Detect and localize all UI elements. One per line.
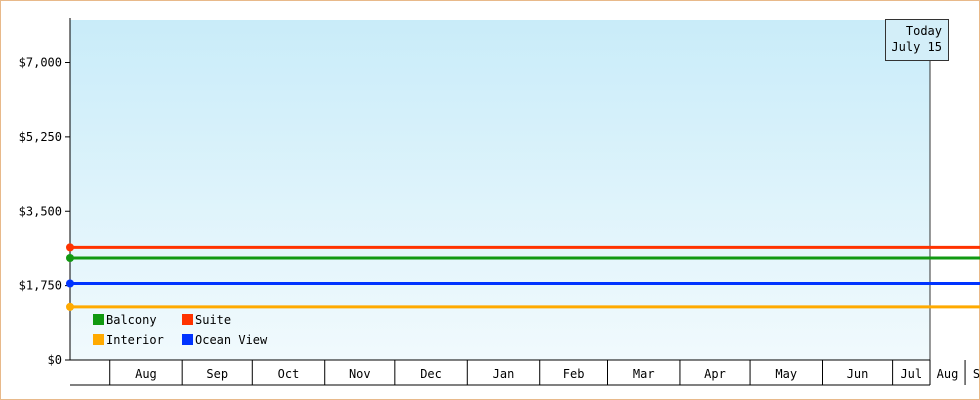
y-tick-label: $3,500 [19,204,62,218]
legend-swatch [93,334,104,345]
y-tick-label: $7,000 [19,56,62,70]
today-marker: Today July 15 [885,19,949,61]
legend-label: Balcony [106,313,157,327]
month-label: Oct [278,367,300,381]
series-point [66,254,74,262]
month-label: Dec [420,367,442,381]
y-tick-label: $1,750 [19,279,62,293]
legend-label: Suite [195,313,231,327]
y-tick-label: $0 [48,353,62,367]
month-label: Nov [349,367,371,381]
series-point [66,302,74,311]
month-label: Sep [973,367,980,381]
month-label: Apr [704,367,726,381]
month-label: Sep [206,367,228,381]
today-date: July 15 [891,40,942,54]
today-label: Today [905,24,942,38]
legend-label: Ocean View [195,333,268,347]
month-label: Aug [937,367,959,381]
month-label: Aug [135,367,157,381]
plot-area [70,20,930,360]
month-label: Mar [633,367,655,381]
legend-swatch [182,314,193,325]
month-label: May [775,367,797,381]
legend-label: Interior [106,333,164,347]
series-point [66,243,74,252]
legend-swatch [182,334,193,345]
legend-swatch [93,314,104,325]
month-label: Jul [900,367,922,381]
month-label: Jun [847,367,869,381]
month-label: Feb [563,367,585,381]
y-tick-label: $5,250 [19,130,62,144]
month-label: Jan [493,367,515,381]
series-point [66,279,74,288]
